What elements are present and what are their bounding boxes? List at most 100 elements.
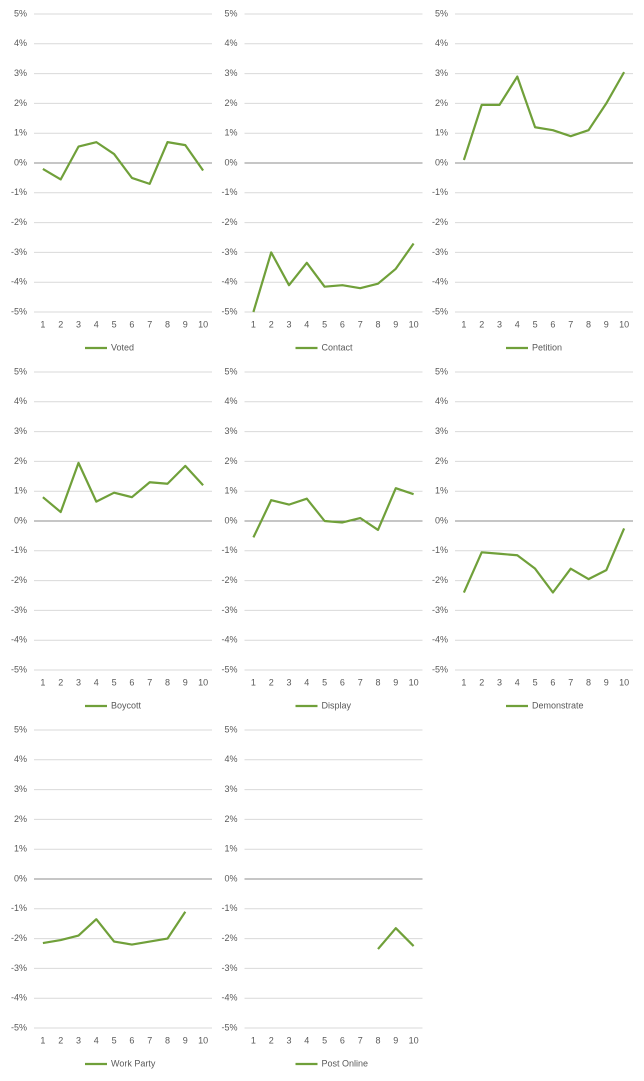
y-tick-label: 4% xyxy=(14,396,27,406)
data-line xyxy=(252,487,414,538)
x-tick-label: 9 xyxy=(183,319,188,329)
y-tick-label: 2% xyxy=(14,456,27,466)
y-tick-label: 3% xyxy=(224,784,237,794)
y-tick-label: 4% xyxy=(435,396,448,406)
x-tick-label: 9 xyxy=(183,677,188,687)
x-tick-label: 8 xyxy=(375,677,380,687)
legend-label: Work Party xyxy=(111,1058,156,1068)
y-tick-label: 5% xyxy=(14,724,27,734)
x-tick-label: 1 xyxy=(40,1035,45,1045)
y-tick-label: 0% xyxy=(224,515,237,525)
y-tick-label: -1% xyxy=(432,545,448,555)
y-tick-label: -4% xyxy=(11,277,27,287)
x-tick-label: 8 xyxy=(375,1035,380,1045)
legend-label: Display xyxy=(322,700,352,710)
y-tick-label: -3% xyxy=(11,963,27,973)
x-tick-label: 10 xyxy=(409,319,419,329)
y-tick-label: -4% xyxy=(432,277,448,287)
x-tick-label: 1 xyxy=(461,677,466,687)
x-tick-label: 10 xyxy=(619,319,629,329)
data-line xyxy=(252,242,415,313)
x-tick-label: 10 xyxy=(198,319,208,329)
y-tick-label: 2% xyxy=(14,98,27,108)
y-tick-label: 1% xyxy=(14,486,27,496)
x-tick-label: 10 xyxy=(198,1035,208,1045)
y-tick-label: 4% xyxy=(224,754,237,764)
y-tick-label: 3% xyxy=(435,68,448,78)
y-tick-label: -4% xyxy=(11,635,27,645)
x-tick-label: 8 xyxy=(586,319,591,329)
y-tick-label: 0% xyxy=(14,515,27,525)
y-tick-label: -5% xyxy=(11,1022,27,1032)
data-line xyxy=(42,911,187,946)
y-tick-label: 3% xyxy=(14,426,27,436)
y-tick-label: -4% xyxy=(432,635,448,645)
x-tick-label: 8 xyxy=(375,319,380,329)
y-tick-label: 2% xyxy=(435,98,448,108)
x-tick-label: 2 xyxy=(58,1035,63,1045)
y-tick-label: 1% xyxy=(224,128,237,138)
y-tick-label: -5% xyxy=(432,664,448,674)
x-tick-label: 5 xyxy=(322,319,327,329)
x-tick-label: 7 xyxy=(358,677,363,687)
legend-label: Post Online xyxy=(322,1058,369,1068)
x-tick-label: 1 xyxy=(251,677,256,687)
y-tick-label: 0% xyxy=(435,515,448,525)
y-tick-label: 1% xyxy=(14,844,27,854)
x-tick-label: 5 xyxy=(112,677,117,687)
legend-label: Demonstrate xyxy=(532,700,584,710)
x-tick-label: 5 xyxy=(322,677,327,687)
x-tick-label: 1 xyxy=(461,319,466,329)
x-tick-label: 3 xyxy=(76,677,81,687)
x-tick-label: 8 xyxy=(586,677,591,687)
y-tick-label: 0% xyxy=(14,157,27,167)
x-tick-label: 8 xyxy=(165,319,170,329)
y-tick-label: 1% xyxy=(435,128,448,138)
y-tick-label: -5% xyxy=(221,1022,237,1032)
data-line xyxy=(462,71,626,161)
y-tick-label: -5% xyxy=(221,306,237,316)
y-tick-label: 4% xyxy=(14,38,27,48)
y-tick-label: 3% xyxy=(224,426,237,436)
x-tick-label: 3 xyxy=(497,677,502,687)
x-tick-label: 9 xyxy=(604,677,609,687)
y-tick-label: 0% xyxy=(224,873,237,883)
y-tick-label: -4% xyxy=(221,277,237,287)
y-tick-label: 0% xyxy=(14,873,27,883)
y-tick-label: 2% xyxy=(224,456,237,466)
y-tick-label: -3% xyxy=(11,605,27,615)
y-tick-label: -1% xyxy=(221,903,237,913)
legend-label: Boycott xyxy=(111,700,142,710)
x-tick-label: 3 xyxy=(76,319,81,329)
x-tick-label: 4 xyxy=(515,319,520,329)
y-tick-label: -1% xyxy=(11,903,27,913)
x-tick-label: 5 xyxy=(533,319,538,329)
y-tick-label: 3% xyxy=(14,784,27,794)
x-tick-label: 5 xyxy=(112,1035,117,1045)
x-tick-label: 4 xyxy=(94,677,99,687)
x-tick-label: 6 xyxy=(129,1035,134,1045)
y-tick-label: -5% xyxy=(11,306,27,316)
x-tick-label: 1 xyxy=(251,319,256,329)
x-tick-label: 9 xyxy=(393,677,398,687)
y-tick-label: -3% xyxy=(221,605,237,615)
y-tick-label: 1% xyxy=(14,128,27,138)
y-tick-label: 4% xyxy=(224,38,237,48)
x-tick-label: 8 xyxy=(165,677,170,687)
x-tick-label: 7 xyxy=(358,1035,363,1045)
x-tick-label: 10 xyxy=(619,677,629,687)
x-tick-label: 10 xyxy=(198,677,208,687)
y-tick-label: -3% xyxy=(221,247,237,257)
y-tick-label: 2% xyxy=(435,456,448,466)
x-tick-label: 7 xyxy=(147,677,152,687)
y-tick-label: -5% xyxy=(221,664,237,674)
x-tick-label: 6 xyxy=(129,677,134,687)
y-tick-label: 1% xyxy=(224,486,237,496)
y-tick-label: -3% xyxy=(432,605,448,615)
x-tick-label: 2 xyxy=(479,677,484,687)
y-tick-label: -5% xyxy=(11,664,27,674)
y-tick-label: 5% xyxy=(224,724,237,734)
y-tick-label: -3% xyxy=(11,247,27,257)
x-tick-label: 2 xyxy=(269,677,274,687)
